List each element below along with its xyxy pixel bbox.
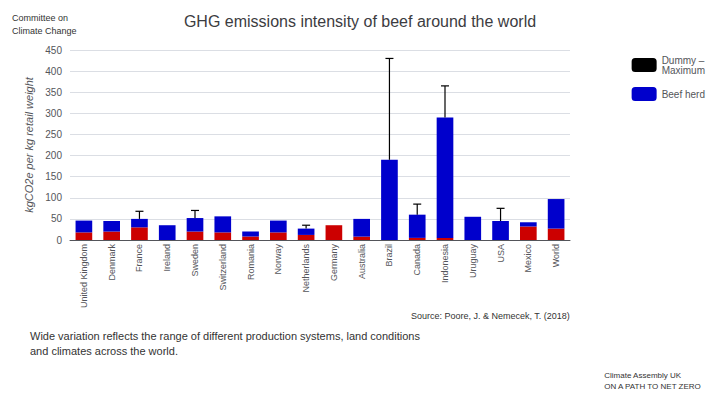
svg-text:Switzerland: Switzerland [218, 244, 228, 291]
svg-text:GHG emissions intensity of bee: GHG emissions intensity of beef around t… [184, 13, 536, 30]
svg-text:USA: USA [496, 244, 506, 263]
svg-text:Committee on: Committee on [12, 13, 68, 23]
svg-text:Climate Change: Climate Change [12, 26, 77, 36]
svg-text:France: France [134, 244, 144, 272]
svg-text:250: 250 [45, 129, 62, 140]
svg-text:200: 200 [45, 150, 62, 161]
svg-text:Indonesia: Indonesia [440, 244, 450, 283]
svg-text:100: 100 [45, 192, 62, 203]
svg-text:kgCO2e per kg retail weight: kgCO2e per kg retail weight [23, 76, 35, 213]
svg-text:United Kingdom: United Kingdom [79, 244, 89, 308]
svg-text:150: 150 [45, 171, 62, 182]
svg-text:Beef herd: Beef herd [662, 89, 705, 100]
svg-text:Mexico: Mexico [523, 244, 533, 273]
svg-text:Norway: Norway [273, 244, 283, 275]
svg-text:300: 300 [45, 108, 62, 119]
svg-text:Sweden: Sweden [190, 244, 200, 277]
svg-text:and climates across the world.: and climates across the world. [30, 345, 178, 357]
svg-text:Netherlands: Netherlands [301, 244, 311, 293]
svg-text:Australia: Australia [357, 244, 367, 279]
svg-text:ON A PATH TO NET ZERO: ON A PATH TO NET ZERO [604, 382, 701, 391]
svg-text:Brazil: Brazil [384, 244, 394, 267]
svg-text:Ireland: Ireland [162, 244, 172, 272]
svg-text:50: 50 [51, 213, 63, 224]
svg-text:400: 400 [45, 66, 62, 77]
svg-text:Uruguay: Uruguay [468, 244, 478, 279]
svg-text:Canada: Canada [412, 244, 422, 276]
svg-text:Romania: Romania [246, 244, 256, 280]
svg-text:Climate Assembly UK: Climate Assembly UK [604, 371, 682, 380]
svg-text:0: 0 [56, 235, 62, 246]
svg-text:Denmark: Denmark [107, 244, 117, 281]
svg-text:Dummy –: Dummy – [661, 54, 705, 66]
svg-text:Germany: Germany [329, 244, 339, 282]
svg-text:450: 450 [45, 45, 62, 56]
svg-text:Maximum: Maximum [662, 65, 705, 76]
svg-text:Wide variation reflects the ra: Wide variation reflects the range of dif… [30, 330, 420, 342]
svg-text:World: World [551, 244, 561, 267]
svg-text:Source: Poore, J. & Nemecek, T: Source: Poore, J. & Nemecek, T. (2018) [411, 311, 570, 321]
svg-text:350: 350 [45, 87, 62, 98]
